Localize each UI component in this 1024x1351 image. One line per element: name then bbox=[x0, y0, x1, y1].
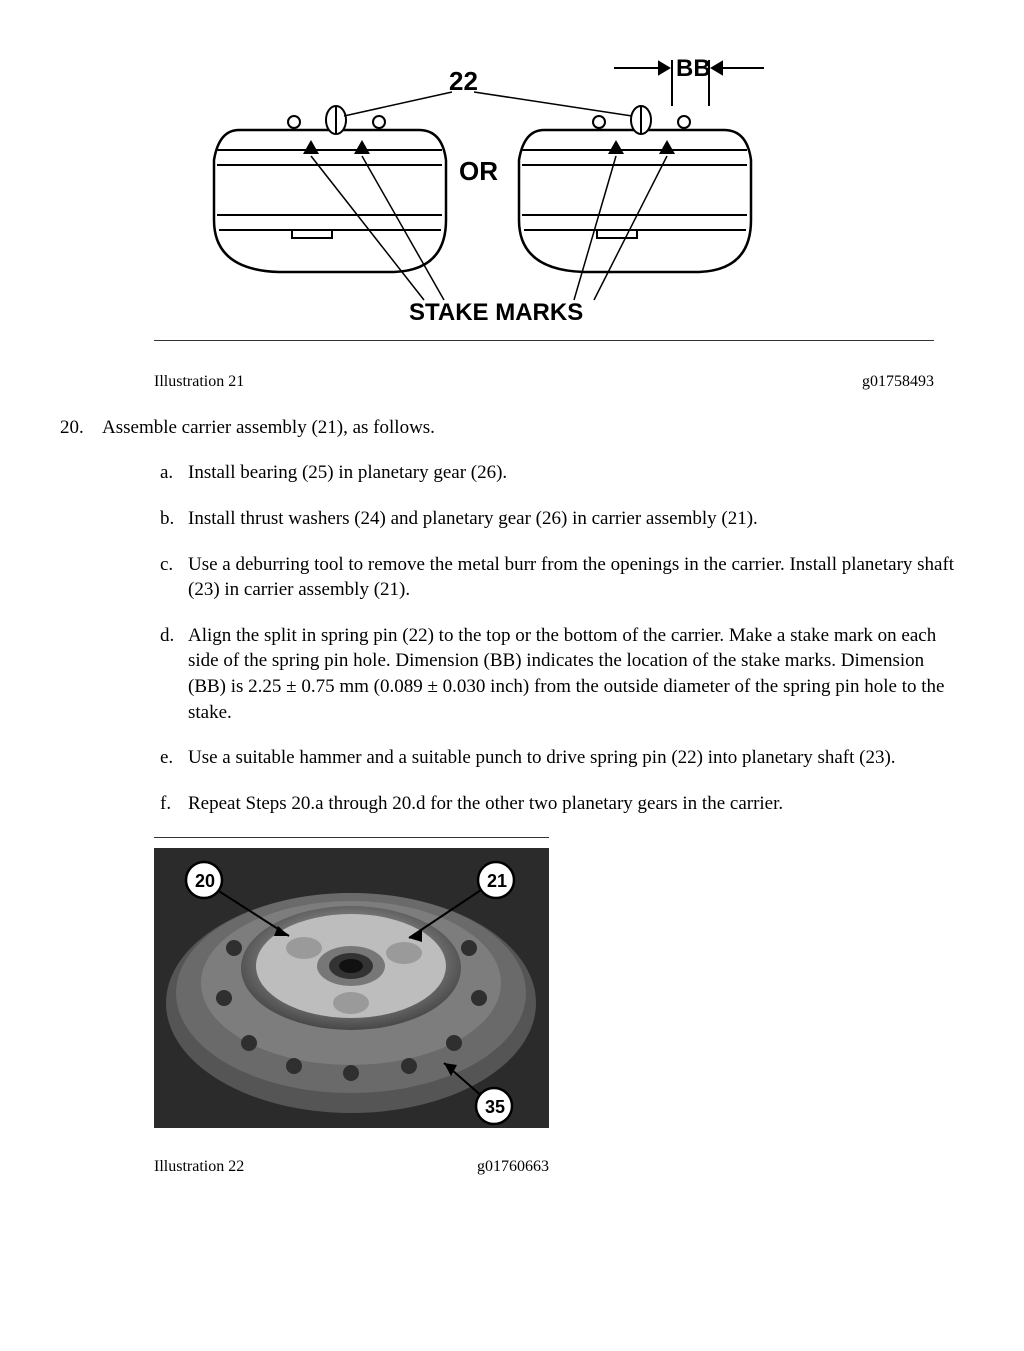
step-text: Assemble carrier assembly (21), as follo… bbox=[102, 417, 435, 438]
substep-letter: c. bbox=[160, 552, 173, 578]
step-20d: d. Align the split in spring pin (22) to… bbox=[160, 623, 964, 726]
bb-label: BB bbox=[676, 55, 711, 82]
step-20-substeps: a. Install bearing (25) in planetary gea… bbox=[160, 460, 964, 816]
substep-text: Use a suitable hammer and a suitable pun… bbox=[188, 747, 896, 768]
stake-marks-label: STAKE MARKS bbox=[409, 299, 583, 326]
substep-letter: d. bbox=[160, 623, 174, 649]
figure-21-caption: Illustration 21 g01758493 bbox=[154, 371, 934, 393]
illustration-22-label: Illustration 22 bbox=[154, 1156, 244, 1178]
illustration-22-id: g01760663 bbox=[477, 1156, 549, 1178]
callout-20: 20 bbox=[195, 871, 215, 891]
or-label: OR bbox=[459, 156, 498, 186]
figure-22-caption: Illustration 22 g01760663 bbox=[154, 1156, 549, 1178]
substep-letter: a. bbox=[160, 460, 173, 486]
substep-text: Install bearing (25) in planetary gear (… bbox=[188, 462, 507, 483]
figure-22-block: 20 21 35 Illustration 22 g01760663 bbox=[154, 837, 934, 1178]
illustration-21-id: g01758493 bbox=[862, 371, 934, 393]
illustration-21-diagram: BB 22 OR bbox=[184, 50, 804, 330]
callout-35: 35 bbox=[485, 1097, 505, 1117]
figure-22-rule-top bbox=[154, 837, 549, 838]
figure-21-block: BB 22 OR bbox=[154, 50, 934, 393]
substep-letter: e. bbox=[160, 745, 173, 771]
callout-21: 21 bbox=[487, 871, 507, 891]
illustration-22-photo: 20 21 35 bbox=[154, 848, 549, 1128]
step-20c: c. Use a deburring tool to remove the me… bbox=[160, 552, 964, 603]
figure-21-rule bbox=[154, 340, 934, 341]
illustration-21-label: Illustration 21 bbox=[154, 371, 244, 393]
substep-text: Align the split in spring pin (22) to th… bbox=[188, 625, 944, 723]
step-20f: f. Repeat Steps 20.a through 20.d for th… bbox=[160, 791, 964, 817]
step-20a: a. Install bearing (25) in planetary gea… bbox=[160, 460, 964, 486]
step-20: 20. Assemble carrier assembly (21), as f… bbox=[60, 415, 964, 817]
step-number: 20. bbox=[60, 415, 84, 441]
step-20b: b. Install thrust washers (24) and plane… bbox=[160, 506, 964, 532]
substep-text: Use a deburring tool to remove the metal… bbox=[188, 554, 954, 601]
substep-letter: b. bbox=[160, 506, 174, 532]
step-20e: e. Use a suitable hammer and a suitable … bbox=[160, 745, 964, 771]
substep-text: Install thrust washers (24) and planetar… bbox=[188, 508, 758, 529]
substep-text: Repeat Steps 20.a through 20.d for the o… bbox=[188, 793, 783, 814]
label-22: 22 bbox=[449, 66, 478, 96]
substep-letter: f. bbox=[160, 791, 171, 817]
procedure-list: 20. Assemble carrier assembly (21), as f… bbox=[60, 415, 964, 817]
